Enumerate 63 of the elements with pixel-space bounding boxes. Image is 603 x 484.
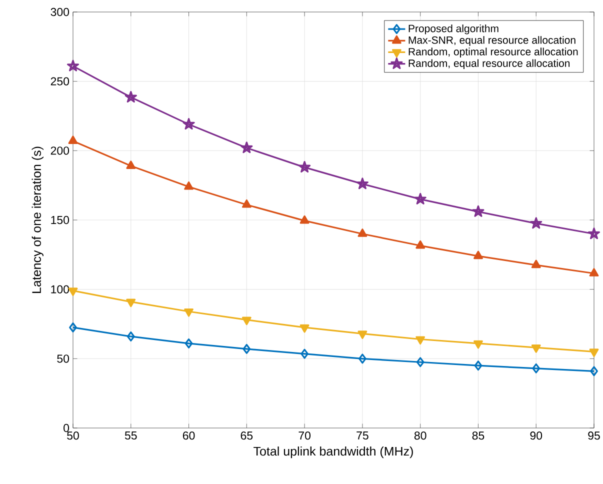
point	[532, 363, 540, 374]
point	[474, 250, 483, 260]
point	[414, 192, 426, 204]
point	[530, 217, 542, 229]
point	[531, 260, 541, 268]
point	[356, 178, 368, 190]
point	[68, 288, 78, 296]
y-tick-label: 50	[57, 354, 70, 363]
point	[472, 205, 484, 217]
point	[242, 316, 252, 326]
point	[590, 366, 598, 376]
x-tick-label: 70	[298, 432, 311, 440]
point	[184, 181, 194, 190]
point	[474, 340, 483, 349]
point	[416, 357, 424, 368]
point	[298, 161, 311, 173]
point	[416, 336, 426, 345]
legend-label: Random, equal resource allocation	[408, 59, 570, 70]
point	[66, 60, 80, 72]
point	[358, 330, 368, 340]
x-axis-title: Total uplink bandwidth (MHz)	[254, 446, 413, 458]
point	[126, 331, 135, 342]
y-tick-label: 300	[50, 8, 70, 16]
x-tick-label: 90	[530, 432, 542, 440]
point	[300, 215, 310, 224]
point	[358, 228, 368, 237]
y-tick-label: 150	[51, 216, 70, 224]
point	[300, 348, 309, 359]
point	[126, 160, 136, 169]
point	[589, 268, 599, 276]
x-tick-label: 60	[182, 432, 195, 440]
x-tick-label: 55	[124, 432, 137, 440]
point	[184, 308, 194, 317]
point	[69, 322, 77, 332]
y-tick-label: 200	[50, 146, 70, 155]
point	[300, 324, 310, 333]
legend-label: Max-SNR, equal resource allocation	[408, 36, 576, 46]
legend-label: Random, optimal resource allocation	[408, 48, 578, 58]
point	[242, 344, 251, 354]
point	[589, 348, 599, 358]
y-tick-label: 250	[50, 77, 70, 86]
point	[588, 228, 600, 240]
y-tick-label: 0	[64, 424, 70, 432]
point	[68, 136, 78, 144]
legend-label: Proposed algorithm	[408, 24, 498, 34]
x-tick-label: 75	[356, 432, 368, 440]
point	[531, 344, 541, 353]
point	[416, 240, 426, 249]
y-tick-label: 100	[51, 285, 70, 294]
x-tick-label: 50	[67, 432, 79, 440]
x-tick-label: 85	[472, 432, 484, 440]
point	[242, 199, 252, 208]
x-tick-label: 95	[588, 432, 600, 440]
y-axis-title: Latency of one iteration (s)	[32, 146, 44, 293]
point	[182, 118, 195, 130]
x-tick-label: 65	[240, 432, 253, 440]
point	[124, 90, 137, 103]
point	[240, 142, 253, 154]
point	[126, 298, 136, 308]
x-tick-label: 80	[414, 432, 426, 440]
point	[474, 360, 482, 371]
point	[184, 338, 193, 348]
point	[358, 354, 366, 364]
